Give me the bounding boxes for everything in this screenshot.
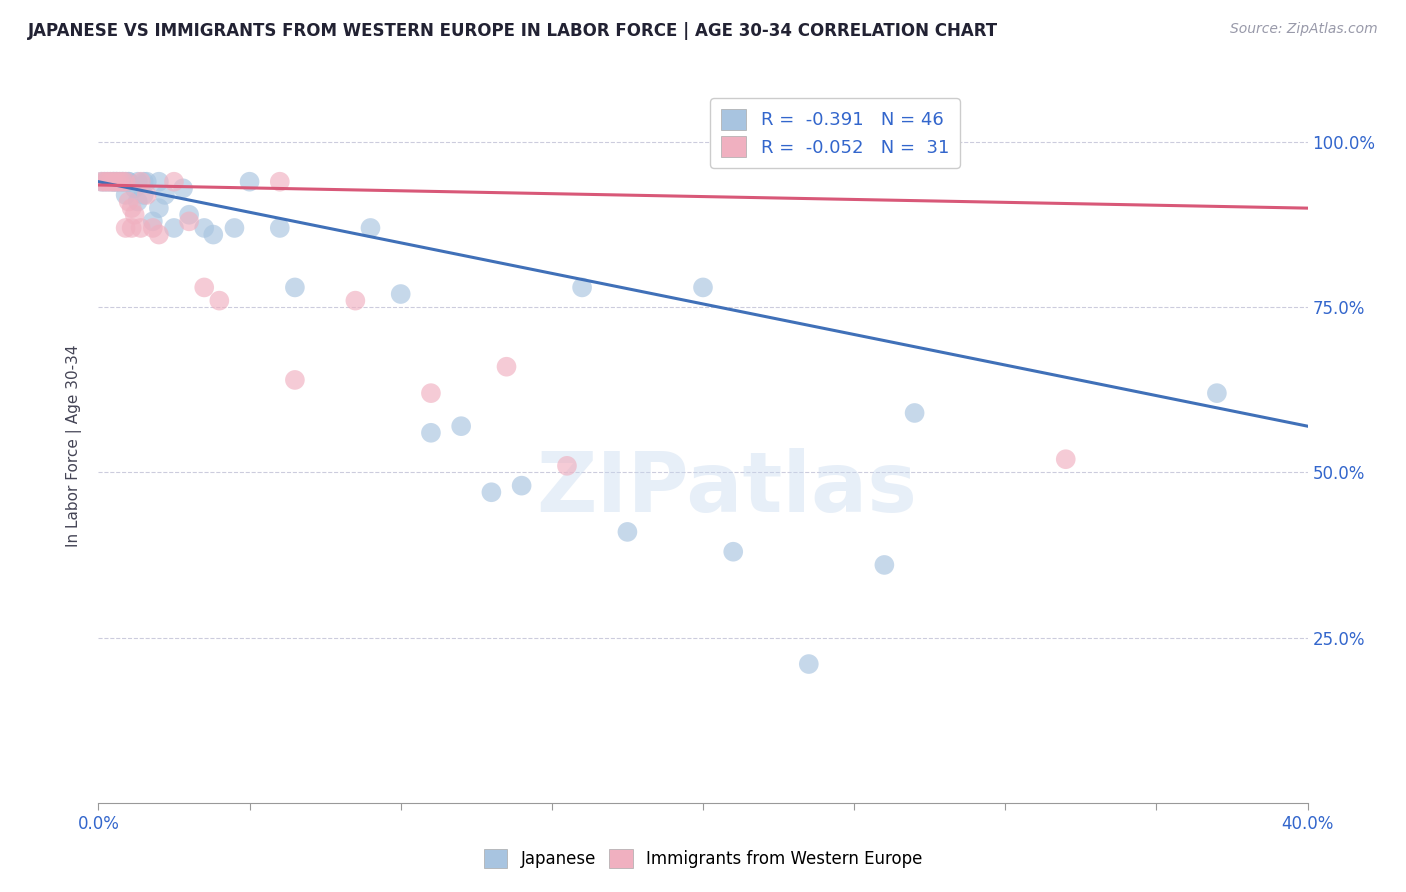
Point <box>450 419 472 434</box>
Point <box>1206 386 1229 401</box>
Point <box>90 175 112 189</box>
Point <box>163 221 186 235</box>
Point <box>90 175 112 189</box>
Point <box>179 214 201 228</box>
Point <box>148 201 170 215</box>
Point <box>153 188 176 202</box>
Y-axis label: In Labor Force | Age 30-34: In Labor Force | Age 30-34 <box>66 344 83 548</box>
Point <box>118 175 141 189</box>
Point <box>105 175 128 189</box>
Point <box>105 175 128 189</box>
Point <box>93 175 115 189</box>
Point <box>118 194 141 209</box>
Point <box>163 175 186 189</box>
Point <box>103 175 125 189</box>
Point <box>555 458 578 473</box>
Legend: Japanese, Immigrants from Western Europe: Japanese, Immigrants from Western Europe <box>477 842 929 875</box>
Point <box>723 545 745 559</box>
Point <box>495 359 517 374</box>
Point <box>135 188 157 202</box>
Point <box>873 558 896 572</box>
Point <box>114 221 136 235</box>
Point <box>360 221 382 235</box>
Point <box>904 406 927 420</box>
Point <box>269 221 291 235</box>
Point <box>284 373 307 387</box>
Point <box>114 175 136 189</box>
Point <box>96 175 118 189</box>
Point <box>239 175 262 189</box>
Point <box>121 221 143 235</box>
Point <box>202 227 225 242</box>
Point <box>142 221 165 235</box>
Point <box>224 221 246 235</box>
Point <box>142 214 165 228</box>
Point <box>179 208 201 222</box>
Point <box>481 485 503 500</box>
Point <box>108 175 131 189</box>
Point <box>121 201 143 215</box>
Point <box>208 293 231 308</box>
Point <box>111 175 134 189</box>
Point <box>118 175 141 189</box>
Text: Source: ZipAtlas.com: Source: ZipAtlas.com <box>1230 22 1378 37</box>
Point <box>172 181 194 195</box>
Point <box>571 280 593 294</box>
Point <box>124 208 146 222</box>
Text: ZIPatlas: ZIPatlas <box>537 449 918 529</box>
Legend: R =  -0.391   N = 46, R =  -0.052   N =  31: R = -0.391 N = 46, R = -0.052 N = 31 <box>710 98 960 168</box>
Point <box>616 524 638 539</box>
Point <box>127 194 149 209</box>
Point <box>129 175 152 189</box>
Point <box>193 221 215 235</box>
Point <box>127 175 149 189</box>
Point <box>148 227 170 242</box>
Point <box>510 478 533 492</box>
Point <box>124 181 146 195</box>
Point <box>797 657 820 671</box>
Point <box>193 280 215 294</box>
Point <box>103 175 125 189</box>
Point <box>108 175 131 189</box>
Point <box>100 175 122 189</box>
Point <box>420 425 443 440</box>
Point <box>111 175 134 189</box>
Point <box>129 221 152 235</box>
Text: JAPANESE VS IMMIGRANTS FROM WESTERN EUROPE IN LABOR FORCE | AGE 30-34 CORRELATIO: JAPANESE VS IMMIGRANTS FROM WESTERN EURO… <box>28 22 998 40</box>
Point <box>284 280 307 294</box>
Point <box>103 175 125 189</box>
Point <box>100 175 122 189</box>
Point <box>111 175 134 189</box>
Point <box>1054 452 1077 467</box>
Point <box>96 175 118 189</box>
Point <box>132 175 155 189</box>
Point <box>114 188 136 202</box>
Point <box>269 175 291 189</box>
Point <box>389 287 412 301</box>
Point <box>93 175 115 189</box>
Point <box>420 386 443 401</box>
Point <box>344 293 367 308</box>
Point <box>148 175 170 189</box>
Point <box>114 175 136 189</box>
Point <box>132 188 155 202</box>
Point <box>105 175 128 189</box>
Point <box>135 175 157 189</box>
Point <box>692 280 714 294</box>
